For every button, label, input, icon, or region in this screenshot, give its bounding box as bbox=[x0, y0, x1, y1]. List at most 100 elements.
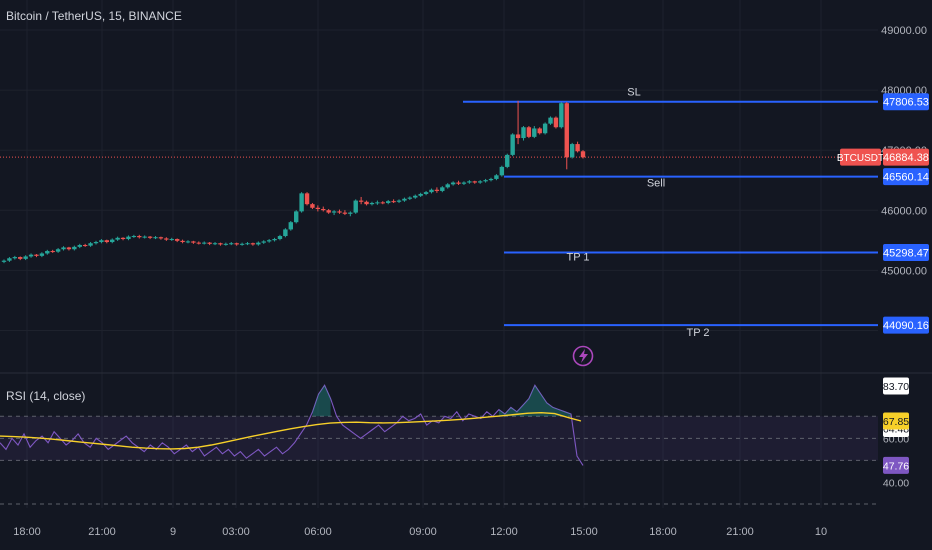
candle-body bbox=[385, 201, 391, 203]
candle bbox=[142, 235, 147, 239]
candle-body bbox=[250, 243, 256, 245]
candle bbox=[445, 183, 450, 189]
candle bbox=[131, 234, 137, 238]
time-tick-label: 10 bbox=[815, 526, 827, 538]
candle-body bbox=[61, 247, 66, 250]
candle bbox=[413, 194, 418, 199]
rsi-title: RSI (14, close) bbox=[6, 389, 86, 403]
candle bbox=[440, 186, 445, 193]
rsi-ma-badge bbox=[883, 412, 909, 430]
candle-body bbox=[429, 189, 434, 193]
candle-body bbox=[553, 117, 559, 128]
price-badge-label-sl: 47806.53 bbox=[883, 97, 929, 109]
candle-body bbox=[299, 193, 304, 212]
candle bbox=[39, 252, 45, 258]
time-tick-label: 15:00 bbox=[570, 526, 598, 538]
candle bbox=[569, 142, 575, 159]
candle bbox=[266, 239, 272, 243]
candle bbox=[310, 202, 315, 210]
candle bbox=[153, 236, 158, 240]
candle bbox=[505, 153, 510, 169]
candle bbox=[396, 199, 402, 204]
candle-body bbox=[310, 204, 315, 208]
rsi-pane bbox=[0, 384, 878, 505]
candle bbox=[483, 178, 488, 183]
candle-body bbox=[304, 193, 310, 205]
candle-body bbox=[72, 246, 77, 250]
candle-body bbox=[207, 242, 212, 244]
candle-body bbox=[288, 222, 293, 230]
price-badge-sell bbox=[883, 168, 929, 186]
candle bbox=[115, 236, 120, 241]
candle-body bbox=[115, 237, 120, 240]
candle bbox=[137, 234, 142, 239]
candle-body bbox=[218, 243, 223, 245]
current-price-label: 46884.38 bbox=[883, 152, 929, 164]
candle bbox=[234, 242, 239, 246]
candle-body bbox=[82, 245, 88, 247]
candle bbox=[461, 181, 467, 185]
trade-levels: SL Sell TP 1 TP 2 bbox=[0, 87, 878, 339]
candle-body bbox=[212, 243, 218, 245]
candle-body bbox=[153, 237, 158, 239]
candle bbox=[418, 192, 423, 198]
candle bbox=[364, 200, 369, 206]
time-axis: 18:00 21:00 9 03:00 06:00 09:00 12:00 15:00 18:0… bbox=[13, 526, 827, 538]
candle bbox=[429, 188, 434, 194]
time-tick-label: 18:00 bbox=[13, 526, 41, 538]
candle bbox=[580, 150, 586, 159]
candle-body bbox=[261, 241, 266, 243]
candle-body bbox=[445, 184, 450, 188]
candle-body bbox=[499, 166, 505, 176]
candle bbox=[93, 240, 99, 245]
candle bbox=[191, 240, 196, 244]
rsi-ma-line bbox=[0, 411, 582, 450]
candle-body bbox=[337, 211, 342, 213]
lightning-icon[interactable] bbox=[572, 345, 594, 367]
candle bbox=[423, 190, 429, 196]
candle-body bbox=[283, 229, 288, 237]
candle bbox=[61, 246, 66, 251]
candle bbox=[488, 177, 494, 182]
candle-body bbox=[234, 243, 239, 245]
candle bbox=[180, 239, 185, 244]
candle bbox=[12, 255, 18, 260]
candle-body bbox=[342, 212, 348, 214]
candle bbox=[283, 228, 288, 238]
candle bbox=[23, 255, 28, 261]
candle-body bbox=[456, 182, 461, 184]
candle bbox=[50, 249, 55, 253]
candle bbox=[272, 237, 277, 242]
candle bbox=[277, 234, 283, 241]
candle-body bbox=[223, 243, 229, 245]
candle bbox=[104, 239, 110, 244]
price-badge-label-tp2: 44090.16 bbox=[883, 320, 929, 332]
candle-body bbox=[45, 251, 50, 254]
candle-body bbox=[418, 193, 423, 196]
level-label-sl: SL bbox=[627, 87, 640, 99]
candle-body bbox=[564, 103, 569, 158]
time-tick-label: 21:00 bbox=[88, 526, 116, 538]
candle bbox=[77, 243, 82, 249]
candle bbox=[391, 199, 396, 204]
candle-body bbox=[348, 212, 353, 214]
time-tick-label: 21:00 bbox=[726, 526, 754, 538]
candle bbox=[196, 241, 202, 245]
level-label-sell: Sell bbox=[647, 178, 665, 190]
rsi-overbought-fill bbox=[312, 385, 331, 417]
candle bbox=[88, 242, 93, 247]
time-tick-label: 03:00 bbox=[222, 526, 250, 538]
candle bbox=[472, 180, 477, 184]
candle-body bbox=[369, 202, 375, 205]
candle-body bbox=[12, 257, 18, 259]
candle-body bbox=[467, 181, 472, 183]
candle bbox=[515, 100, 521, 145]
candle-body bbox=[434, 189, 440, 191]
candle-body bbox=[537, 128, 542, 134]
candle bbox=[526, 126, 532, 139]
candle bbox=[321, 206, 326, 212]
candle bbox=[1, 259, 7, 264]
candle-body bbox=[477, 181, 483, 183]
price-badge-tp1 bbox=[883, 243, 929, 261]
